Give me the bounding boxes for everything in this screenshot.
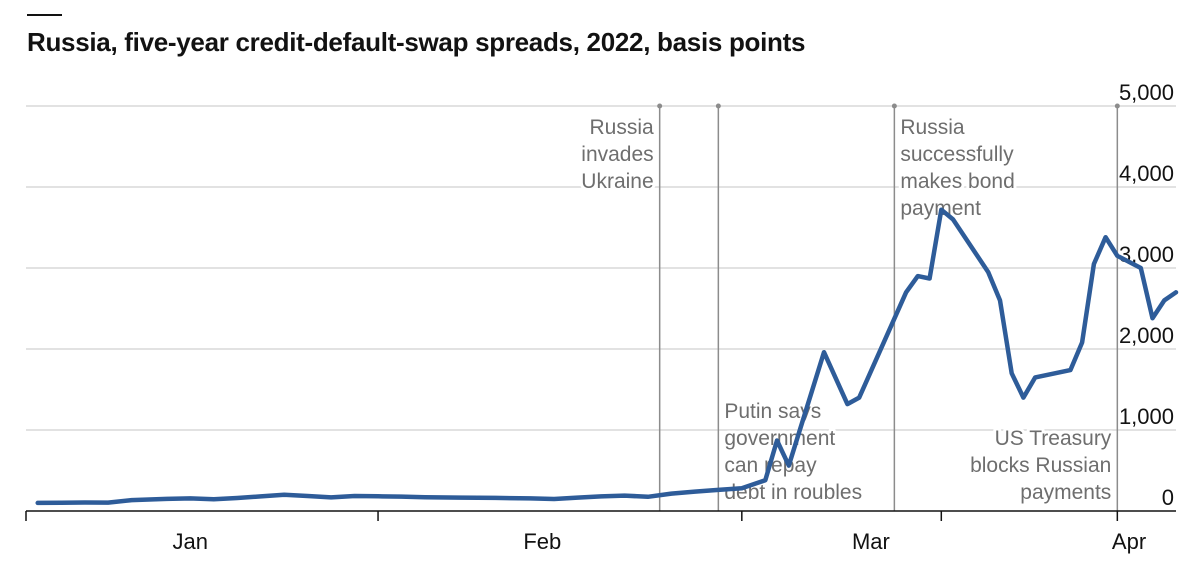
title-rule <box>27 14 62 16</box>
event-marker <box>715 103 721 109</box>
y-tick-label: 5,000 <box>1119 80 1174 105</box>
x-tick-label: Feb <box>523 529 561 554</box>
event-marker <box>1114 103 1120 109</box>
annotation-label: US Treasury blocks Russian payments <box>970 427 1112 504</box>
x-tick-label: Mar <box>852 529 890 554</box>
series-line <box>35 207 1179 506</box>
annotation-label: Russia invades Ukraine <box>581 116 654 193</box>
event-marker <box>657 103 663 109</box>
chart-title: Russia, five-year credit-default-swap sp… <box>27 27 806 57</box>
y-tick-label: 4,000 <box>1119 161 1174 186</box>
x-tick-label: Apr <box>1112 529 1146 554</box>
annotation-label: Russia successfully makes bond payment <box>900 116 1014 220</box>
y-tick-label: 2,000 <box>1119 323 1174 348</box>
event-marker <box>891 103 897 109</box>
y-tick-label: 0 <box>1162 485 1174 510</box>
x-tick-label: Jan <box>173 529 208 554</box>
y-tick-label: 1,000 <box>1119 404 1174 429</box>
